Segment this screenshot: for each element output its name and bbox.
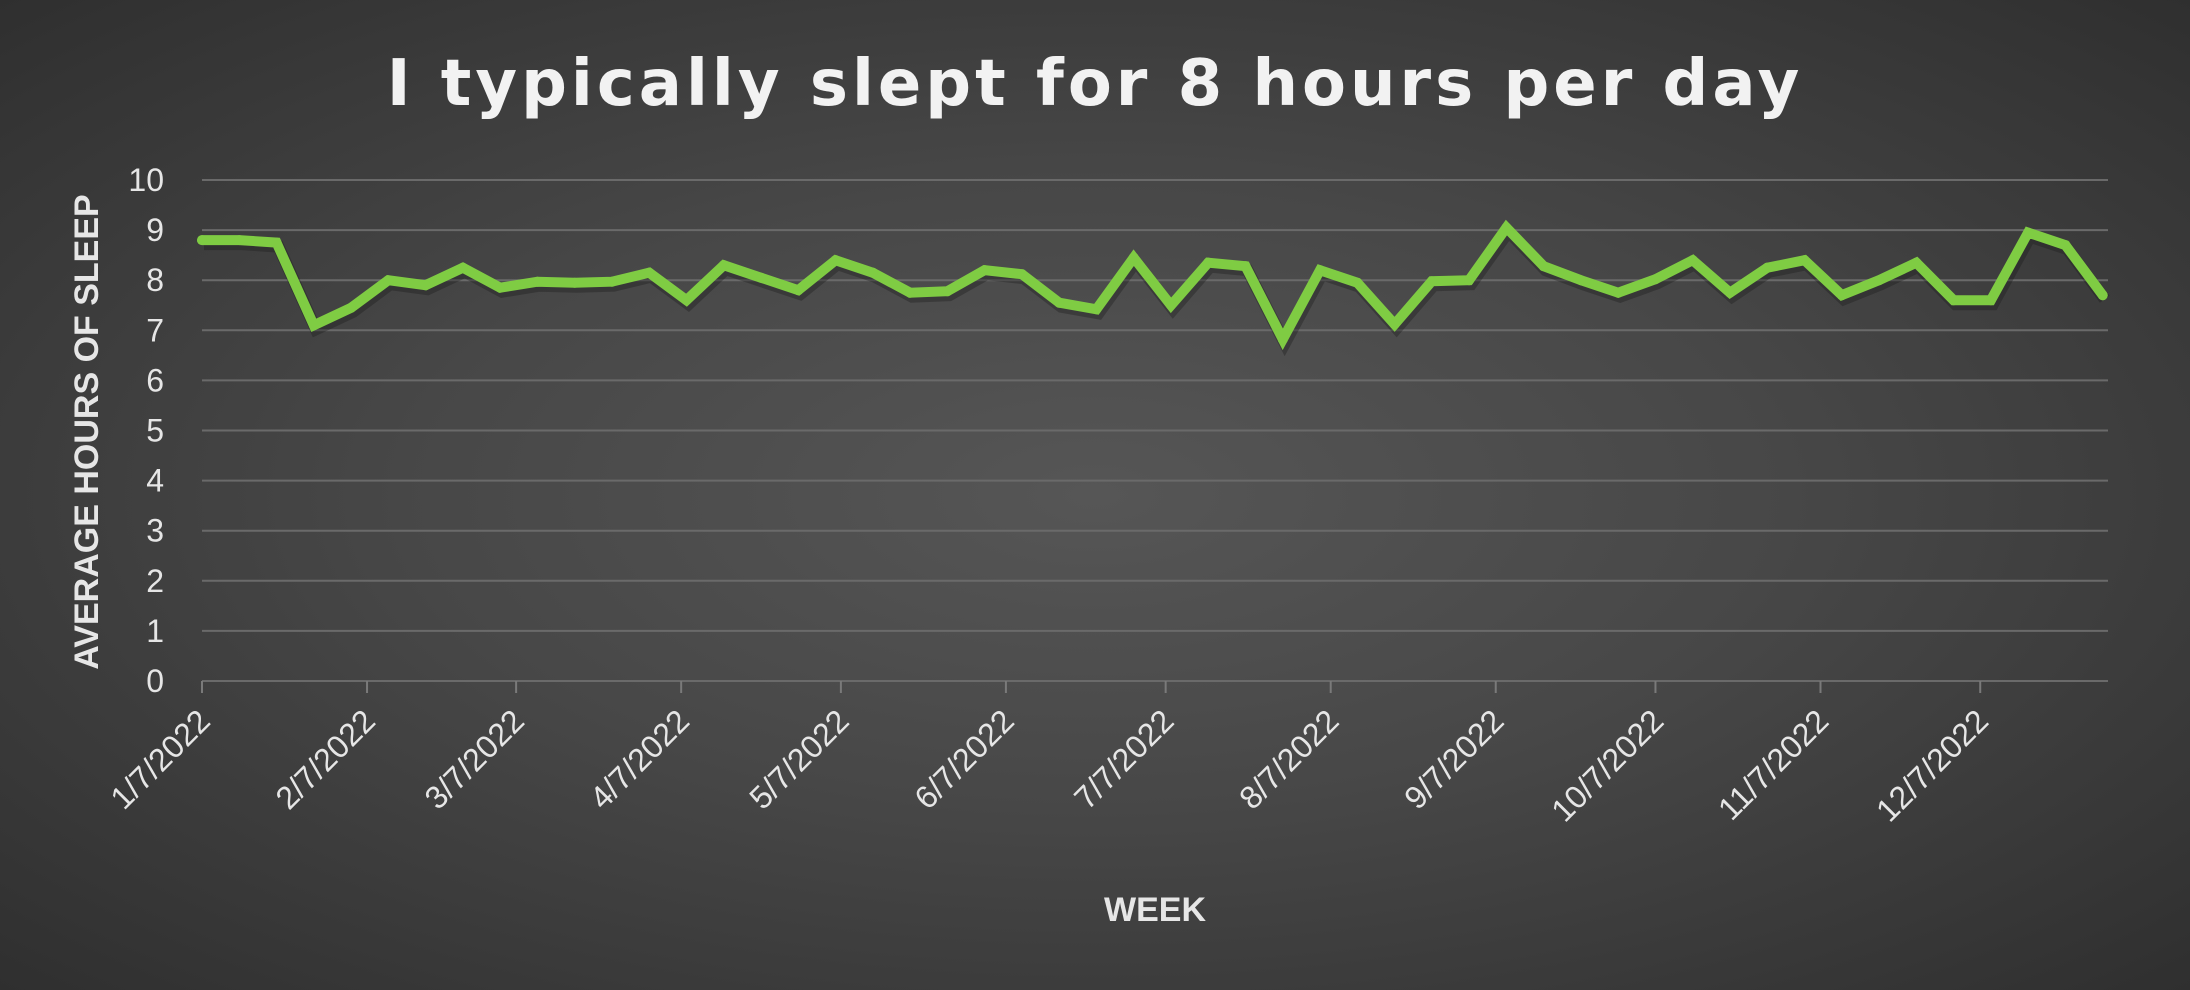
data-point [346,302,357,313]
y-axis-title: AVERAGE HOURS OF SLEEP [68,194,106,669]
data-point [718,260,729,271]
data-point [1389,319,1400,330]
y-tick-label: 2 [146,563,164,599]
y-tick-label: 6 [146,362,164,398]
data-point [1165,300,1176,311]
data-point [383,275,394,286]
data-point [1352,277,1363,288]
series-layer [197,219,2110,357]
data-point [1016,269,1027,280]
y-tick-label: 1 [146,613,164,649]
x-tick-label: 6/7/2022 [907,702,1021,816]
x-axis-ticks: 1/7/2022 2/7/2022 3/7/2022 4/7/2022 5/7/2022… [103,681,1995,829]
data-point [1091,304,1102,315]
data-point [457,262,468,273]
data-point [569,277,580,288]
data-point [1277,334,1288,345]
data-point [1575,275,1586,286]
data-point [1650,274,1661,285]
y-tick-label: 3 [146,513,164,549]
data-point [942,286,953,297]
data-point [1054,297,1065,308]
data-point [1762,262,1773,273]
y-tick-label: 9 [146,212,164,248]
y-tick-label: 0 [146,663,164,699]
y-tick-label: 10 [128,162,164,198]
data-point [271,237,282,248]
x-tick-label: 11/7/2022 [1711,702,1835,826]
data-point [1874,275,1885,286]
x-tick-label: 1/7/2022 [103,702,217,816]
data-point [1724,287,1735,298]
data-point [2060,240,2071,251]
data-point [308,320,319,331]
data-point [979,265,990,276]
x-tick-label: 4/7/2022 [583,702,697,816]
data-point [1836,290,1847,301]
data-point [1240,261,1251,272]
data-point [2023,227,2034,238]
y-tick-label: 4 [146,463,164,499]
data-point [1464,275,1475,286]
data-point [495,282,506,293]
x-tick-label: 8/7/2022 [1232,702,1346,816]
x-tick-label: 12/7/2022 [1869,702,1995,828]
x-tick-label: 7/7/2022 [1067,702,1181,816]
gridlines [202,179,2108,682]
data-point [756,272,767,283]
x-tick-label: 10/7/2022 [1544,702,1670,828]
data-point [1315,265,1326,276]
data-point [867,267,878,278]
x-tick-label: 3/7/2022 [418,702,532,816]
data-point [1613,287,1624,298]
x-tick-label: 2/7/2022 [268,702,382,816]
data-point [681,295,692,306]
data-point [1911,257,1922,268]
data-point [197,235,207,246]
data-point [1203,257,1214,268]
y-axis-ticks: 0 1 2 3 4 5 6 7 8 9 10 [128,162,164,699]
data-point [1687,255,1698,266]
data-point [532,276,543,287]
data-point [644,267,655,278]
y-tick-label: 8 [146,262,164,298]
data-point [2097,290,2108,301]
data-point [905,287,916,298]
data-point [1985,295,1996,306]
data-point [1128,252,1139,263]
data-point [420,280,431,291]
data-point [1426,276,1437,287]
x-tick-label: 9/7/2022 [1397,702,1511,816]
data-point [234,235,245,246]
chart-title: I typically slept for 8 hours per day [387,47,1804,121]
y-tick-label: 7 [146,312,164,348]
x-axis-title: WEEK [1104,891,1206,929]
data-point [1799,255,1810,266]
data-point [1948,295,1959,306]
y-tick-label: 5 [146,413,164,449]
data-point [1538,261,1549,272]
data-point [793,285,804,296]
series-line [197,219,2108,351]
data-point [830,255,841,266]
data-point [1501,222,1512,233]
data-point [606,276,617,287]
x-tick-label: 5/7/2022 [742,702,856,816]
